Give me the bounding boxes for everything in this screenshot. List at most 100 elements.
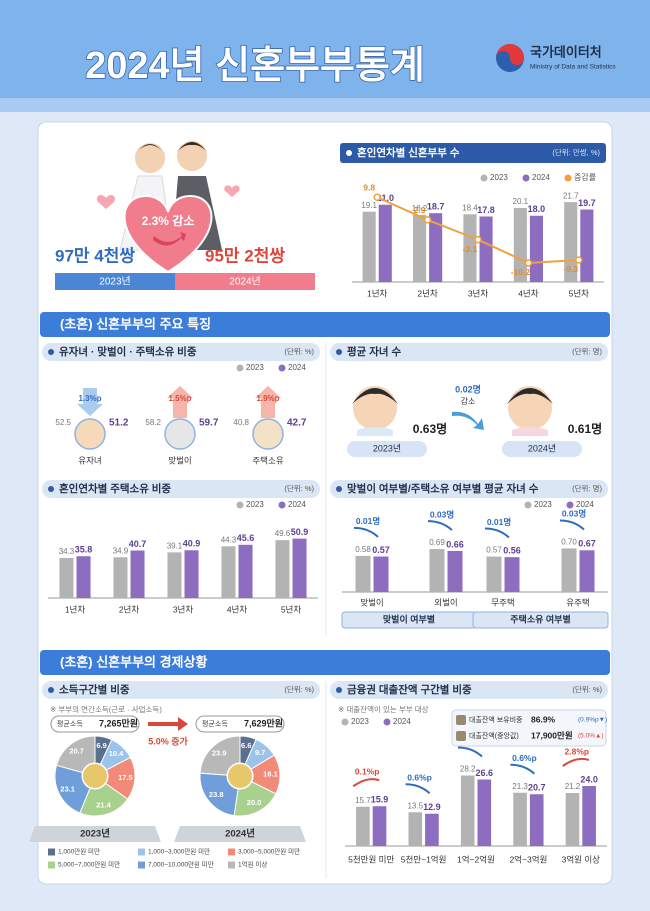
note: ※ 부부의 연간소득(근로 · 사업소득) [50,704,162,714]
value-label: 0.57 [372,545,390,555]
legend-marker [278,501,286,509]
value-label: 18.2 [412,204,428,213]
summary-arrow [153,232,186,246]
bar [292,538,307,598]
value-label: 20.1 [513,197,529,206]
child-hair [352,388,398,404]
legend-label: 2023 [246,363,264,372]
info-change: (5.0%▲) [578,733,604,740]
category-label: 무주택 [491,597,514,607]
value-label: 18.0 [528,204,546,214]
bar [355,555,371,592]
value-label: 0.67 [578,539,596,549]
bar [513,208,527,282]
value-label: 21.2 [565,782,581,791]
panel-header [330,343,608,361]
info-label: 대출잔액 보유비중 [469,715,523,724]
summary-total-2024: 95만 2천쌍 [205,246,285,265]
value-label: 0.56 [503,546,521,556]
value-label: 40.9 [183,539,201,549]
category-label: 1년차 [65,604,86,614]
header-band [0,0,650,112]
change-arrow [559,519,585,531]
legend-marker [383,718,391,726]
average-label: 평균소득 [202,719,228,728]
legend-label: 증감률 [574,172,596,182]
bar [529,215,544,282]
category-label: 3억원 이상 [562,854,601,864]
info-change: (0.9%p▼) [578,717,607,724]
legend-label: 5,000~7,000만원 미만 [58,860,120,869]
panel-title: 맞벌이 여부별/주택소유 여부별 평균 자녀 수 [347,482,539,495]
category-label: 2년차 [119,604,140,614]
info-value: 17,900만원 [531,730,573,740]
bar [479,216,493,282]
change-arrow [405,783,431,795]
bar [113,557,128,598]
panel-header [42,681,320,699]
line-label: -3.1 [463,244,478,254]
unit-label: (단위: %) [284,483,314,493]
change-arrow [148,717,188,731]
value-2023: 52.5 [55,418,71,427]
bar [59,557,74,598]
change-annotation: 0.1%p [355,767,380,777]
average-value: 0.63명 [413,422,447,436]
value-label: 15.9 [371,795,389,805]
line-point [373,193,381,201]
line-point [524,259,533,267]
header-dot [48,687,54,693]
bride-head [135,143,165,173]
page-title: 2024년 신혼부부통계 [85,45,425,87]
legend-marker [564,174,572,182]
category-label: 2억~3억원 [509,854,547,864]
average-box [50,715,140,733]
legend-marker [138,861,145,869]
donut-center [228,764,252,788]
category-label: 3년차 [173,604,194,614]
change-arrow [77,388,103,416]
panel-header [330,480,608,498]
panel-title: 유자녀 · 맞벌이 · 주택소유 비중 [59,345,197,358]
legend-marker [228,848,235,856]
child-body [512,427,548,436]
legend-label: 2023 [351,717,369,726]
value-label: 45.6 [237,533,255,543]
bar [408,812,423,846]
group-label: 맞벌이 여부별 [383,613,435,624]
category-label: 5천만원 미만 [348,854,394,864]
category-label: 외벌이 [434,597,457,607]
value-2023: 40.8 [233,418,249,427]
legend-marker [48,861,55,869]
group-label: 주택소유 여부별 [510,613,570,624]
note: ※ 대출잔액이 있는 부부 대상 [338,704,429,714]
panel-title: 소득구간별 비중 [59,683,130,696]
category-label: 4년차 [227,604,248,614]
bar [412,215,427,282]
legend-label: 2024 [288,363,306,372]
value-label: 0.66 [446,539,464,549]
value-label: 12.9 [423,802,441,812]
bar [504,557,520,592]
slice-label: 23.9 [212,749,227,758]
value-label: 24.0 [580,774,598,784]
category-icon [252,418,284,450]
line-label: 2.9 [414,205,426,215]
value-2024: 59.7 [199,418,219,429]
change-annotation: 0.03명 [430,509,454,519]
header-dot [336,349,342,355]
panel-header [42,343,320,361]
bar [580,209,594,282]
change-annotation: 0.01명 [356,516,380,526]
legend-label: 2024 [532,173,550,182]
info-icon [456,731,466,741]
value-label: 0.70 [561,538,577,547]
info-value: 86.9% [531,714,556,724]
slice-label: 6.6 [241,741,251,750]
change-arrow [510,763,536,775]
slice-label: 17.5 [118,773,133,782]
org-name-en: Ministry of Data and Statistics [530,64,616,71]
legend-marker [236,501,244,509]
bar [513,792,527,846]
